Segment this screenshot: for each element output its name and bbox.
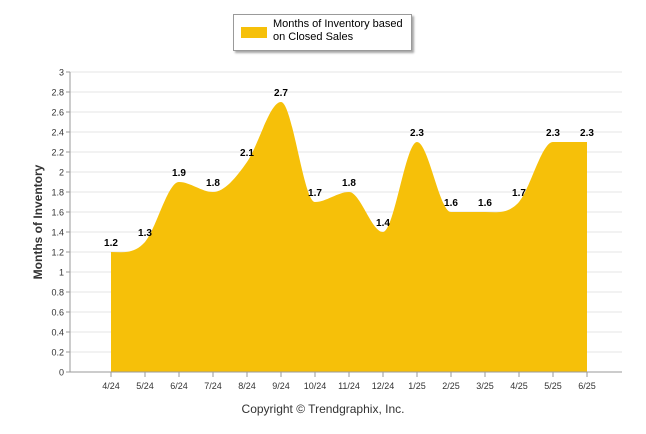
data-labels: 1.2 1.3 1.9 1.8 2.1 2.7 1.7 1.8 1.4 2.3 1.6 1.6 1.7 2… (104, 88, 594, 249)
data-label: 1.2 (104, 238, 118, 249)
y-tick-label: 0 (59, 368, 64, 378)
x-tick-label: 6/25 (578, 381, 596, 391)
data-label: 1.7 (308, 188, 322, 199)
data-label: 2.3 (546, 128, 560, 139)
y-tick-label: 1.6 (51, 208, 64, 218)
data-label: 2.3 (580, 128, 594, 139)
data-label: 1.8 (206, 178, 220, 189)
y-axis-title: Months of Inventory (31, 164, 45, 279)
data-label: 1.9 (172, 168, 186, 179)
y-tick-label: 0.8 (51, 288, 64, 298)
data-label: 1.4 (376, 218, 390, 229)
data-label: 1.8 (342, 178, 356, 189)
x-tick-label: 7/24 (204, 381, 222, 391)
x-tick-label: 11/24 (338, 381, 360, 391)
y-tick-labels: 0 0.2 0.4 0.6 0.8 1 1.2 1.4 1.6 1.8 2 2.2 2.4 2.6 2.8 3 (51, 68, 64, 378)
data-label: 2.7 (274, 88, 288, 99)
y-tick-label: 2.4 (51, 128, 64, 138)
y-tick-label: 0.4 (51, 328, 64, 338)
x-tick-label: 12/24 (372, 381, 395, 391)
y-tick-label: 3 (59, 68, 64, 78)
y-tick-label: 2.8 (51, 88, 64, 98)
legend-label: Months of Inventory based on Closed Sale… (273, 18, 403, 43)
legend-swatch (241, 27, 267, 38)
y-tick-label: 2.2 (51, 148, 64, 158)
data-label: 1.6 (444, 198, 458, 209)
data-label: 1.6 (478, 198, 492, 209)
data-label: 2.1 (240, 148, 254, 159)
x-tick-label: 1/25 (408, 381, 426, 391)
y-tick-label: 1.2 (51, 248, 64, 258)
x-tick-label: 5/24 (136, 381, 154, 391)
copyright-text: Copyright © Trendgraphix, Inc. (241, 402, 405, 416)
series-area (111, 102, 587, 372)
data-label: 1.3 (138, 228, 152, 239)
x-tick-label: 10/24 (304, 381, 327, 391)
y-tick-label: 0.2 (51, 348, 64, 358)
data-label: 2.3 (410, 128, 424, 139)
data-label: 1.7 (512, 188, 526, 199)
x-tick-label: 8/24 (238, 381, 256, 391)
x-tick-label: 9/24 (272, 381, 290, 391)
y-tick-label: 2 (59, 168, 64, 178)
y-tick-label: 1.4 (51, 228, 64, 238)
axes (69, 72, 622, 373)
y-tick-label: 1.8 (51, 188, 64, 198)
y-tick-label: 2.6 (51, 108, 64, 118)
x-tick-label: 4/24 (102, 381, 120, 391)
legend: Months of Inventory based on Closed Sale… (233, 14, 412, 51)
y-tick-label: 0.6 (51, 308, 64, 318)
y-tick-label: 1 (59, 268, 64, 278)
x-tick-label: 4/25 (510, 381, 528, 391)
x-tick-labels: 4/24 5/24 6/24 7/24 8/24 9/24 10/24 11/24 12/24 1… (102, 372, 596, 391)
x-tick-label: 3/25 (476, 381, 494, 391)
x-tick-label: 6/24 (170, 381, 188, 391)
x-tick-label: 5/25 (544, 381, 562, 391)
x-tick-label: 2/25 (442, 381, 460, 391)
series-area-group (111, 102, 587, 372)
